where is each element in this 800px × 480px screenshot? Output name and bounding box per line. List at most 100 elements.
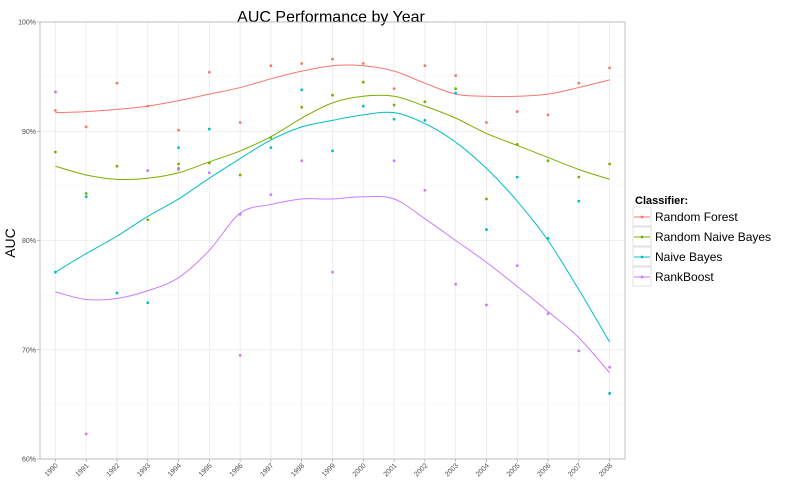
y-tick-label: 60% <box>22 457 36 464</box>
x-axis: 1990 1991 1992 1993 1994 1995 1996 1997 1998 1999… <box>44 459 614 478</box>
legend-key-point-rankboost <box>640 275 644 279</box>
point-rankboost <box>300 159 304 163</box>
point-random-naive-bayes <box>577 175 581 179</box>
smooth-line-rankboost <box>55 196 610 374</box>
x-tick-label: 1997 <box>259 462 275 478</box>
point-rankboost <box>577 349 581 353</box>
x-tick-label: 2001 <box>383 462 399 478</box>
point-random-naive-bayes <box>515 142 519 146</box>
point-naive-bayes <box>146 301 150 305</box>
point-random-forest <box>361 62 365 65</box>
point-rankboost <box>423 188 427 192</box>
legend-key-point-random-forest <box>640 215 644 219</box>
point-random-naive-bayes <box>361 80 365 84</box>
point-random-forest <box>331 57 334 61</box>
point-naive-bayes <box>53 270 57 274</box>
point-naive-bayes <box>392 117 396 121</box>
x-tick-label: 1992 <box>105 462 121 478</box>
y-tick-label: 90% <box>22 129 36 136</box>
point-rankboost <box>608 365 612 369</box>
point-random-forest <box>392 87 396 91</box>
x-tick-label: 1993 <box>136 462 152 478</box>
legend-title: Classifier: <box>635 195 688 207</box>
x-tick-label: 1991 <box>75 462 91 478</box>
point-random-forest <box>84 125 88 129</box>
point-random-forest <box>207 70 211 74</box>
data-points <box>53 57 612 436</box>
point-naive-bayes <box>207 127 211 131</box>
x-tick-label: 1994 <box>167 462 183 478</box>
point-random-forest <box>53 109 57 112</box>
x-tick-label: 2004 <box>475 462 491 478</box>
point-random-naive-bayes <box>454 87 458 91</box>
y-axis-label: AUC <box>2 228 18 258</box>
legend-label-random-forest: Random Forest <box>655 210 738 224</box>
point-random-forest <box>515 110 519 113</box>
point-random-forest <box>423 64 427 68</box>
point-rankboost <box>238 212 242 216</box>
legend-label-rankboost: RankBoost <box>655 270 714 284</box>
point-naive-bayes <box>485 228 488 231</box>
point-naive-bayes <box>608 392 612 395</box>
point-random-naive-bayes <box>546 159 550 163</box>
point-rankboost <box>53 90 57 94</box>
point-rankboost <box>84 432 88 436</box>
point-rankboost <box>546 312 550 316</box>
y-tick-label: 100% <box>18 20 36 27</box>
point-random-naive-bayes <box>269 136 273 140</box>
point-random-forest <box>269 64 273 68</box>
point-rankboost <box>207 171 211 175</box>
point-random-forest <box>577 81 581 85</box>
point-naive-bayes <box>546 236 550 240</box>
legend-key-point-random-naive-bayes <box>640 235 644 239</box>
legend-label-naive-bayes: Naive Bayes <box>655 250 722 264</box>
point-random-naive-bayes <box>392 103 396 107</box>
point-naive-bayes <box>577 199 581 203</box>
y-tick-label: 80% <box>22 238 36 245</box>
point-random-forest <box>177 128 180 132</box>
y-tick-label: 70% <box>22 347 36 354</box>
x-tick-label: 2006 <box>536 462 552 478</box>
point-rankboost <box>269 193 273 197</box>
point-naive-bayes <box>454 91 458 95</box>
point-rankboost <box>485 303 488 307</box>
point-rankboost <box>238 353 242 357</box>
point-naive-bayes <box>300 88 304 92</box>
point-random-forest <box>115 81 119 85</box>
chart-title: AUC Performance by Year <box>237 9 425 26</box>
x-tick-label: 1999 <box>321 462 337 478</box>
point-random-naive-bayes <box>84 192 88 195</box>
point-random-naive-bayes <box>608 162 612 166</box>
smooth-line-naive-bayes <box>55 111 611 343</box>
point-random-naive-bayes <box>485 197 488 201</box>
point-rankboost <box>331 270 334 274</box>
point-random-naive-bayes <box>177 162 180 166</box>
point-random-naive-bayes <box>423 100 427 104</box>
x-tick-label: 2008 <box>598 462 614 478</box>
point-random-forest <box>485 121 488 124</box>
point-random-naive-bayes <box>207 161 211 165</box>
point-random-forest <box>546 113 550 117</box>
y-axis: 60% 70% 80% 90% 100% <box>18 20 40 464</box>
x-tick-label: 1990 <box>44 462 60 478</box>
point-random-forest <box>238 121 242 124</box>
point-random-forest <box>146 104 150 108</box>
point-naive-bayes <box>269 146 273 150</box>
point-naive-bayes <box>361 104 365 108</box>
x-tick-label: 2007 <box>567 462 583 478</box>
point-naive-bayes <box>423 118 427 122</box>
legend-label-random-naive-bayes: Random Naive Bayes <box>655 230 771 244</box>
point-rankboost <box>392 159 396 163</box>
point-rankboost <box>177 168 180 171</box>
grid <box>40 21 625 460</box>
point-naive-bayes <box>177 146 180 150</box>
point-naive-bayes <box>515 175 519 179</box>
x-tick-label: 2002 <box>413 462 429 478</box>
point-random-forest <box>454 74 458 77</box>
point-random-naive-bayes <box>115 164 119 168</box>
point-naive-bayes <box>84 195 88 199</box>
x-tick-label: 1995 <box>198 462 214 478</box>
point-rankboost <box>515 264 519 268</box>
point-random-naive-bayes <box>146 218 150 222</box>
